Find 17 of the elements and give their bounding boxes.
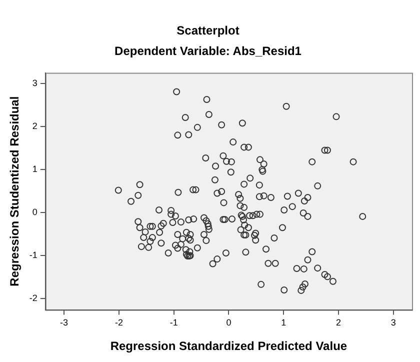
chart-subtitle: Dependent Variable: Abs_Resid1 <box>114 44 302 58</box>
x-tick-label: -3 <box>60 318 68 328</box>
x-tick-label: 2 <box>336 318 341 328</box>
y-tick-label: 1 <box>32 164 38 174</box>
x-tick-label: -1 <box>170 318 178 328</box>
y-tick-label: 0 <box>32 207 38 218</box>
y-tick-label: -2 <box>29 293 38 304</box>
x-axis-title: Regression Standardized Predicted Value <box>110 339 348 354</box>
chart-title: Scatterplot <box>176 24 240 38</box>
y-tick-label: -1 <box>29 250 38 260</box>
x-tick-label: 0 <box>226 318 232 328</box>
y-axis-title: Regression Studentized Residual <box>8 96 22 286</box>
x-tick-label: 3 <box>390 318 396 328</box>
x-tick-label: -2 <box>114 318 123 328</box>
y-tick-label: 3 <box>32 78 38 88</box>
x-tick-label: 1 <box>281 318 286 328</box>
y-tick-label: 2 <box>32 121 38 132</box>
